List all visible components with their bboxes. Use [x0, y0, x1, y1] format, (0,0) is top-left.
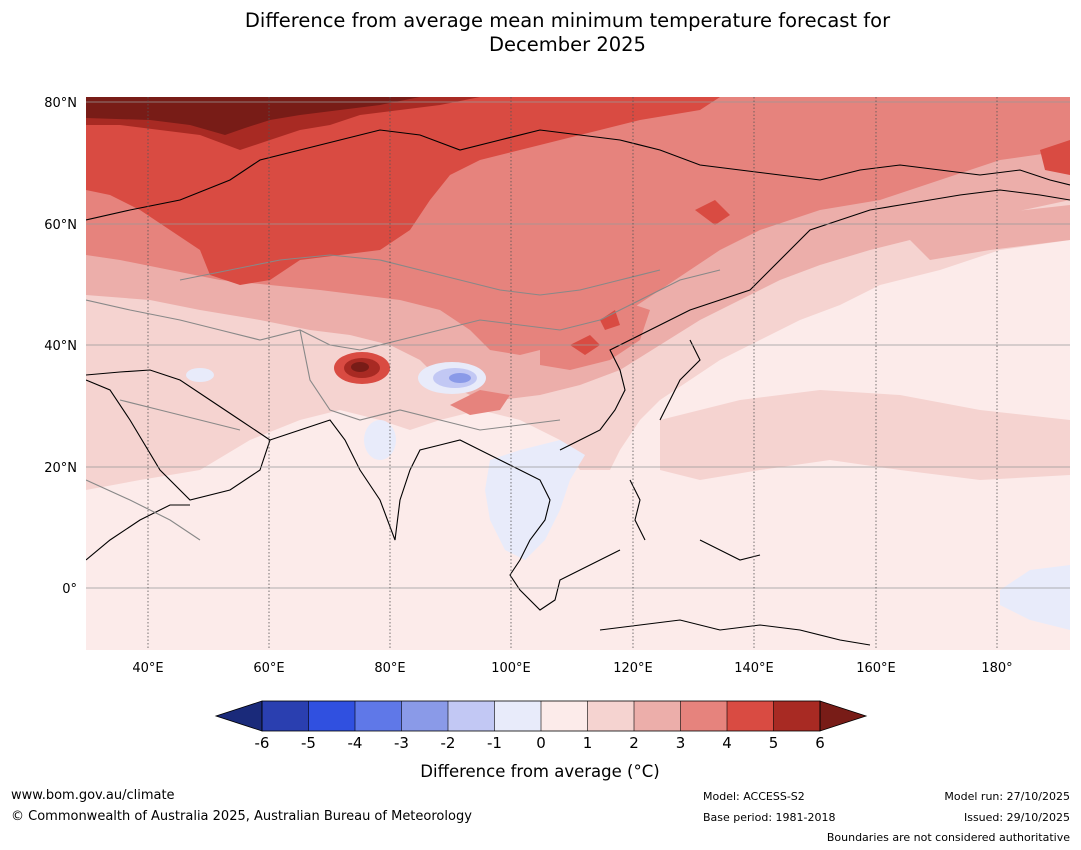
map-title: Difference from average mean minimum tem… — [0, 9, 1081, 57]
lat-label: 20°N — [44, 461, 77, 476]
colorbar-tick-label: 4 — [722, 734, 732, 752]
colorbar-segment — [541, 701, 588, 731]
website-link[interactable]: www.bom.gov.au/climate — [11, 788, 175, 803]
lon-label: 120°E — [613, 661, 653, 676]
longitude-labels: 40°E 60°E 80°E 100°E 120°E 140°E 160°E 1… — [132, 661, 1012, 676]
colorbar-segment — [773, 701, 820, 731]
lon-label: 40°E — [132, 661, 163, 676]
latitude-gridlines — [86, 101, 1070, 589]
lat-label: 80°N — [44, 96, 77, 111]
anomaly-above-6 — [86, 97, 420, 135]
colorbar-tick-label: -6 — [255, 734, 270, 752]
coastlines — [86, 129, 1070, 646]
anomaly-neg-indochina — [485, 440, 585, 560]
colorbar-label: Difference from average (°C) — [420, 762, 659, 781]
anomaly-3-to-4-tibet — [450, 390, 510, 415]
copyright-text: © Commonwealth of Australia 2025, Austra… — [11, 809, 472, 824]
lat-label: 40°N — [44, 339, 77, 354]
model-run-date: Model run: 27/10/2025 — [944, 790, 1070, 803]
anomaly-neg-tibet-3 — [449, 373, 471, 383]
colorbar-extend-high — [819, 700, 868, 732]
colorbar-tick-label: 1 — [583, 734, 593, 752]
anomaly-3-to-4-china — [540, 300, 650, 370]
colorbar-segment — [494, 701, 541, 731]
lon-label: 60°E — [253, 661, 284, 676]
longitude-gridlines — [147, 97, 998, 650]
colorbar-segment — [262, 701, 309, 731]
colorbar-tick-label: -4 — [348, 734, 363, 752]
colorbar-tick-label: -5 — [301, 734, 316, 752]
country-borders — [86, 254, 721, 541]
anomaly-hotspot-core — [351, 362, 369, 372]
colorbar-tick-label: 5 — [769, 734, 779, 752]
boundaries-disclaimer: Boundaries are not considered authoritat… — [826, 831, 1070, 844]
base-period: Base period: 1981-2018 — [703, 811, 836, 824]
lon-label: 180° — [981, 661, 1012, 676]
anomaly-neg-pacific — [1000, 565, 1070, 630]
lat-label: 0° — [62, 582, 77, 597]
colorbar-segment — [308, 701, 355, 731]
colorbar-tick-label: -3 — [394, 734, 409, 752]
anomaly-4-to-5-siberia — [695, 200, 730, 225]
anomaly-neg-india — [364, 420, 396, 460]
colorbar-tick-label: 3 — [676, 734, 686, 752]
title-line-2: December 2025 — [489, 33, 646, 56]
colorbar-tick-label: 0 — [536, 734, 546, 752]
lon-label: 100°E — [491, 661, 531, 676]
latitude-labels: 80°N 60°N 40°N 20°N 0° — [44, 96, 77, 597]
anomaly-neg-iran — [186, 368, 214, 382]
anomaly-field — [86, 97, 1070, 650]
lat-label: 60°N — [44, 218, 77, 233]
title-line-1: Difference from average mean minimum tem… — [244, 9, 891, 32]
colorbar-segment — [401, 701, 448, 731]
anomaly-1-to-2-pacific — [660, 390, 1070, 480]
issued-date: Issued: 29/10/2025 — [963, 811, 1070, 824]
anomaly-4-to-5-china — [570, 310, 620, 355]
colorbar-segment — [355, 701, 402, 731]
colorbar-segment — [587, 701, 634, 731]
anomaly-4-to-5-east — [1040, 140, 1070, 175]
colorbar-extend-low — [214, 700, 263, 732]
colorbar-tick-label: -1 — [487, 734, 502, 752]
model-name: Model: ACCESS-S2 — [703, 790, 805, 803]
colorbar-segment — [448, 701, 495, 731]
colorbar-tick-label: 6 — [815, 734, 825, 752]
colorbar-segment — [634, 701, 681, 731]
colorbar-tick-label: -2 — [441, 734, 456, 752]
lon-label: 160°E — [856, 661, 896, 676]
lon-label: 140°E — [734, 661, 774, 676]
anomaly-2-to-3-east — [900, 205, 1070, 260]
colorbar-segment — [680, 701, 727, 731]
colorbar-segment — [727, 701, 774, 731]
lon-label: 80°E — [374, 661, 405, 676]
colorbar-tick-label: 2 — [629, 734, 639, 752]
colorbar: -6 -5 -4 -3 -2 -1 0 1 2 3 4 5 6 — [214, 700, 868, 752]
